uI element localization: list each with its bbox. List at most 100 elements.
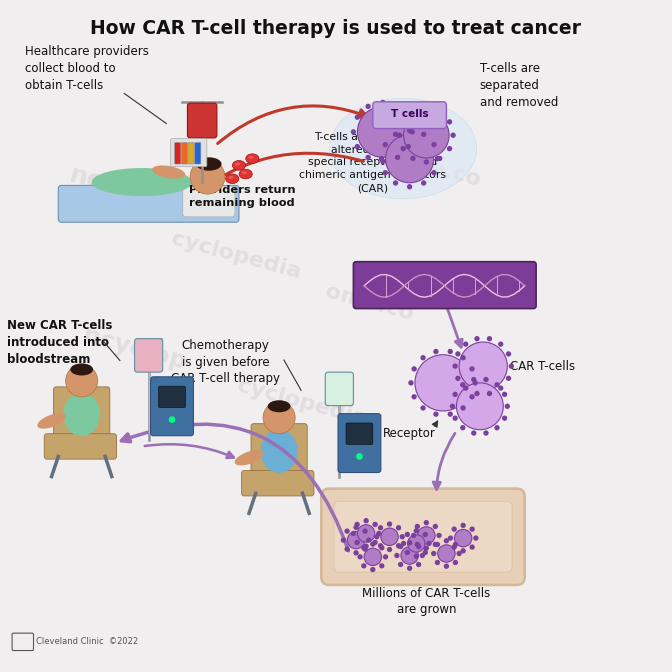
Circle shape [361,545,366,550]
Text: T cells: T cells [391,110,429,120]
FancyBboxPatch shape [251,423,307,479]
Circle shape [393,132,398,137]
Circle shape [444,564,449,569]
Circle shape [414,528,419,534]
Circle shape [423,159,429,165]
Circle shape [414,554,419,559]
Ellipse shape [152,165,185,179]
Circle shape [362,528,368,534]
Circle shape [341,538,346,543]
FancyBboxPatch shape [321,489,525,585]
FancyBboxPatch shape [58,185,239,222]
Circle shape [362,546,368,552]
Circle shape [351,531,356,536]
Text: New CAR T-cells
introduced into
bloodstream: New CAR T-cells introduced into bloodstr… [7,319,112,366]
Circle shape [400,534,405,540]
Circle shape [460,382,466,388]
Circle shape [401,547,418,564]
Circle shape [345,528,349,534]
FancyBboxPatch shape [171,138,207,167]
Circle shape [460,523,466,528]
FancyBboxPatch shape [325,372,353,406]
Ellipse shape [246,154,259,163]
Ellipse shape [267,401,290,413]
Ellipse shape [329,98,476,199]
Circle shape [411,156,416,161]
FancyBboxPatch shape [353,261,536,308]
Circle shape [423,106,429,111]
Circle shape [509,364,514,369]
Circle shape [470,526,475,532]
FancyBboxPatch shape [338,414,381,472]
Circle shape [353,550,359,556]
Text: Healthcare providers
collect blood to
obtain T-cells: Healthcare providers collect blood to ob… [25,45,149,92]
Circle shape [456,383,503,429]
Circle shape [483,430,489,435]
Circle shape [452,364,458,369]
Circle shape [381,528,398,546]
Circle shape [437,110,442,115]
Circle shape [407,184,413,190]
Circle shape [426,541,431,546]
Circle shape [506,376,511,381]
Circle shape [502,392,507,397]
Circle shape [435,560,440,565]
Circle shape [502,415,507,421]
Circle shape [351,129,356,134]
FancyBboxPatch shape [183,186,235,217]
Circle shape [447,146,452,151]
Circle shape [433,349,439,354]
Text: Millions of CAR T-cells
are grown: Millions of CAR T-cells are grown [362,587,491,616]
Ellipse shape [235,450,263,466]
Circle shape [398,544,403,549]
Circle shape [419,553,425,558]
Circle shape [387,521,392,527]
Circle shape [263,402,295,433]
Text: ome.co: ome.co [390,147,482,190]
Circle shape [473,536,478,541]
Circle shape [404,112,449,158]
Circle shape [433,542,438,547]
Circle shape [409,380,414,386]
Text: T-cells are
separated
and removed: T-cells are separated and removed [480,62,558,109]
Circle shape [370,542,376,547]
Circle shape [358,525,375,542]
Circle shape [169,417,175,423]
Text: Providers return
remaining blood: Providers return remaining blood [189,185,296,208]
Text: Receptor: Receptor [383,427,436,439]
Circle shape [487,391,492,396]
Ellipse shape [261,429,298,473]
Text: How CAR T-cell therapy is used to treat cancer: How CAR T-cell therapy is used to treat … [91,19,581,38]
Circle shape [379,156,384,161]
Circle shape [401,541,407,546]
FancyBboxPatch shape [159,386,185,408]
Circle shape [431,170,437,175]
Ellipse shape [92,168,192,196]
Circle shape [411,366,417,372]
Circle shape [387,547,392,552]
Circle shape [495,425,500,430]
Circle shape [474,336,480,341]
Circle shape [417,527,435,544]
Circle shape [354,540,360,545]
FancyBboxPatch shape [44,433,116,459]
Circle shape [448,349,453,354]
Circle shape [406,114,411,120]
Circle shape [347,532,365,549]
Circle shape [380,99,386,105]
Circle shape [463,341,468,347]
Circle shape [374,534,380,540]
FancyBboxPatch shape [195,142,201,164]
FancyBboxPatch shape [373,101,446,128]
Circle shape [396,543,401,548]
Circle shape [370,567,376,573]
Circle shape [407,540,413,546]
Circle shape [358,106,409,157]
Circle shape [460,405,466,411]
FancyBboxPatch shape [188,142,194,164]
Circle shape [386,134,433,183]
Circle shape [431,551,436,556]
Text: CAR T-cells: CAR T-cells [510,360,575,372]
Circle shape [393,180,398,185]
Circle shape [452,526,457,532]
